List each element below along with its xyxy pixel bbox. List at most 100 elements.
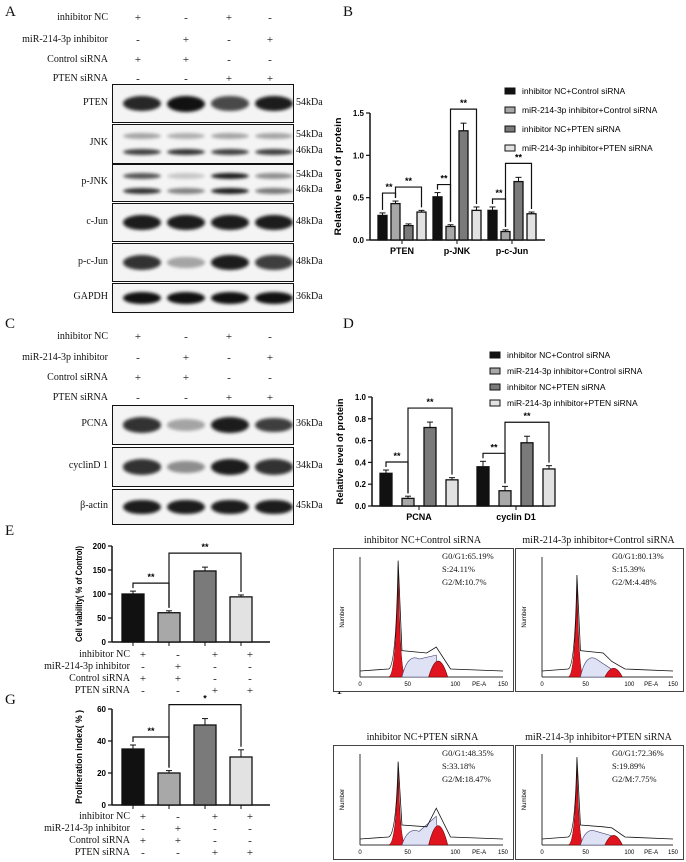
- flow-y-label: Number: [522, 789, 528, 810]
- condition-label: inhibitor NC: [0, 12, 108, 23]
- s-phase-region: [580, 830, 614, 846]
- flow-x-tick: 50: [582, 850, 589, 856]
- condition-sign: -: [184, 12, 188, 24]
- condition-sign: -: [227, 372, 231, 384]
- flow-x-label: PE-A: [472, 850, 486, 856]
- condition-sign: +: [174, 673, 182, 685]
- panel-label-g: G: [5, 692, 16, 708]
- bar: [498, 490, 512, 507]
- protein-band: [167, 187, 205, 194]
- condition-sign: +: [225, 392, 233, 404]
- significance-bracket: [132, 582, 170, 608]
- flow-x-tick: 50: [582, 682, 589, 688]
- legend-label: inhibitor NC+Control siRNA: [522, 86, 626, 96]
- bar: [500, 230, 511, 241]
- panel-label-a: A: [5, 4, 16, 20]
- flow-x-tick: 0: [358, 850, 362, 856]
- flow-histogram-plot: 0 50 100 150 PE-A Number: [340, 754, 509, 856]
- histogram-trace: [541, 574, 674, 672]
- condition-sign: -: [184, 73, 188, 85]
- condition-sign: +: [134, 331, 142, 343]
- condition-sign: +: [182, 352, 190, 364]
- protein-band: [211, 291, 249, 305]
- bar: [157, 612, 181, 643]
- y-tick-label: 0.0: [353, 236, 365, 245]
- protein-band: [123, 459, 161, 475]
- bar: [487, 209, 498, 241]
- condition-label-text: miR-214-3p inhibitor: [44, 823, 130, 834]
- condition-sign: -: [213, 661, 217, 673]
- legend-swatch: [489, 383, 501, 391]
- condition-sign: +: [225, 331, 233, 343]
- protein-band: [255, 499, 293, 515]
- condition-sign: -: [136, 352, 140, 364]
- y-tick-label: 200: [93, 542, 107, 551]
- condition-label: miR-214-3p inhibitor: [0, 34, 108, 45]
- condition-sign: -: [141, 685, 145, 697]
- condition-sign: -: [136, 34, 140, 46]
- flow-panel-title: inhibitor NC+PTEN siRNA: [366, 732, 479, 743]
- significance-bracket: [504, 421, 550, 484]
- y-tick-label: 0: [102, 801, 107, 810]
- flow-stat-g0g1: G0/G1:80.13%: [612, 551, 664, 561]
- condition-sign: +: [246, 685, 254, 697]
- condition-sign: +: [211, 649, 219, 661]
- flow-x-label: PE-A: [472, 682, 486, 688]
- flow-histogram-plot: 0 50 100 150 PE-A Number: [340, 557, 509, 688]
- kda-label: 36kDa: [296, 291, 323, 302]
- y-axis-label: Relative level of protein: [335, 399, 345, 505]
- condition-sign: -: [141, 661, 145, 673]
- flow-stat-g2m: G2/M:18.47%: [442, 774, 491, 784]
- condition-label-text: inhibitor NC: [79, 649, 130, 660]
- condition-label-text: PTEN siRNA: [74, 847, 130, 858]
- significance-label: **: [523, 411, 531, 421]
- condition-sign: +: [211, 847, 219, 859]
- condition-label: PTEN siRNA: [0, 847, 130, 858]
- significance-bracket: [449, 108, 478, 222]
- blot-jnk: [112, 124, 294, 164]
- protein-band: [211, 499, 249, 515]
- condition-sign: -: [141, 847, 145, 859]
- flow-y-label: Number: [522, 606, 528, 627]
- condition-sign: -: [268, 54, 272, 66]
- s-phase-region: [580, 657, 614, 678]
- kda-label: 54kDa: [296, 96, 323, 108]
- x-tick-label: p-c-Jun: [496, 246, 529, 256]
- y-tick-label: 0: [102, 638, 107, 647]
- condition-sign: -: [248, 661, 252, 673]
- flow-y-label: Number: [340, 789, 346, 810]
- protein-band: [211, 417, 249, 433]
- blot-p-jnk: [112, 164, 294, 202]
- bar: [471, 209, 482, 241]
- y-tick-label: 60: [97, 705, 106, 714]
- significance-bracket: [407, 407, 453, 494]
- condition-label: PTEN siRNA: [0, 392, 108, 403]
- protein-band: [255, 291, 293, 305]
- protein-band: [123, 187, 161, 194]
- x-tick-label: p-JNK: [444, 246, 471, 256]
- condition-sign: +: [182, 34, 190, 46]
- significance-label: **: [515, 152, 523, 162]
- bar: [121, 593, 145, 643]
- significance-bracket: [394, 186, 423, 208]
- legend-label: inhibitor NC+PTEN siRNA: [522, 124, 621, 134]
- protein-band: [167, 419, 205, 431]
- g2m-peak: [428, 660, 449, 678]
- blot-label: PTEN: [83, 96, 108, 108]
- condition-label-text: miR-214-3p inhibitor: [22, 34, 108, 45]
- y-tick-label: 40: [97, 737, 106, 746]
- protein-band: [123, 133, 161, 140]
- g2m-peak: [428, 825, 449, 846]
- bar: [476, 466, 490, 507]
- condition-sign: -: [248, 835, 252, 847]
- blot-label: p-c-Jun: [78, 255, 108, 267]
- condition-sign: +: [139, 673, 147, 685]
- condition-label-text: inhibitor NC: [57, 331, 108, 342]
- condition-label: inhibitor NC: [0, 811, 130, 822]
- kda-label: 54kDa: [296, 168, 323, 180]
- bar: [193, 724, 217, 806]
- condition-sign: +: [225, 73, 233, 85]
- significance-bracket: [504, 162, 533, 227]
- condition-label-text: miR-214-3p inhibitor: [22, 352, 108, 363]
